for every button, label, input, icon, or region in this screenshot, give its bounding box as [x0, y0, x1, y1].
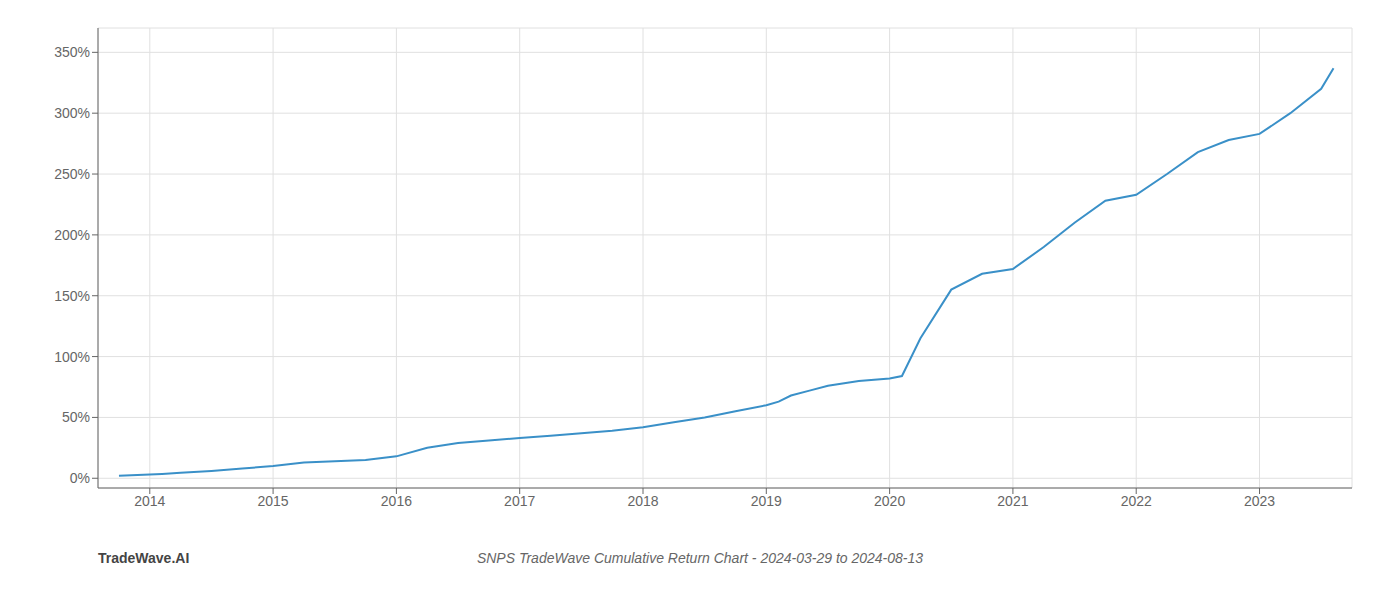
svg-text:2014: 2014: [134, 493, 165, 509]
svg-text:100%: 100%: [54, 349, 90, 365]
svg-text:150%: 150%: [54, 288, 90, 304]
svg-text:2020: 2020: [874, 493, 905, 509]
svg-text:300%: 300%: [54, 105, 90, 121]
svg-text:2022: 2022: [1121, 493, 1152, 509]
html-text:SNPS TradeWave Cumulative Retu: SNPS TradeWave Cumulative Return Chart -…: [476, 550, 924, 566]
svg-text:50%: 50%: [62, 409, 90, 425]
svg-text:2015: 2015: [258, 493, 289, 509]
svg-text:2016: 2016: [381, 493, 412, 509]
svg-text:2021: 2021: [997, 493, 1028, 509]
svg-text:2023: 2023: [1244, 493, 1275, 509]
svg-text:350%: 350%: [54, 44, 90, 60]
svg-text:200%: 200%: [54, 227, 90, 243]
svg-text:2017: 2017: [504, 493, 535, 509]
svg-text:0%: 0%: [70, 470, 90, 486]
svg-text:250%: 250%: [54, 166, 90, 182]
html-text:TradeWave.AI: TradeWave.AI: [98, 550, 190, 566]
svg-text:2018: 2018: [627, 493, 658, 509]
svg-text:2019: 2019: [751, 493, 782, 509]
